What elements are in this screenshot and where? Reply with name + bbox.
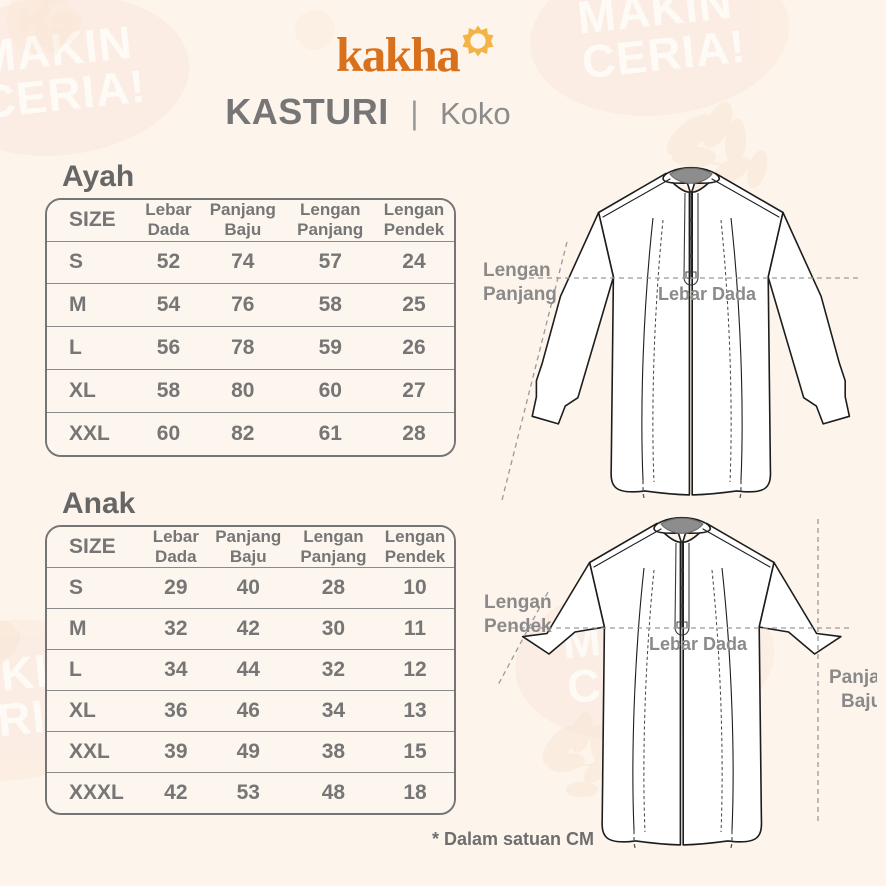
svg-text:Lengan: Lengan — [484, 592, 552, 613]
svg-text:Pendek: Pendek — [484, 616, 552, 637]
svg-text:Baju: Baju — [841, 691, 877, 712]
svg-text:Panjang: Panjang — [483, 284, 557, 305]
svg-text:Panjang: Panjang — [829, 667, 877, 688]
svg-text:Lebar Dada: Lebar Dada — [658, 284, 757, 304]
svg-text:Lengan: Lengan — [483, 260, 551, 281]
svg-text:Lebar Dada: Lebar Dada — [649, 634, 748, 654]
